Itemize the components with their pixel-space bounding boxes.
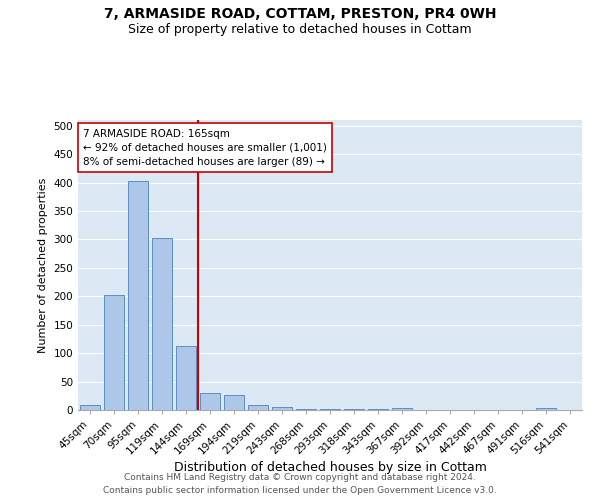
X-axis label: Distribution of detached houses by size in Cottam: Distribution of detached houses by size …: [173, 462, 487, 474]
Bar: [104, 294, 124, 410]
Bar: [80, 406, 100, 410]
Bar: [296, 409, 316, 410]
Bar: [152, 238, 172, 410]
Bar: [176, 346, 196, 410]
Bar: [224, 394, 244, 410]
Bar: [128, 181, 148, 410]
Y-axis label: Number of detached properties: Number of detached properties: [38, 178, 48, 352]
Bar: [392, 408, 412, 410]
Text: 7, ARMASIDE ROAD, COTTAM, PRESTON, PR4 0WH: 7, ARMASIDE ROAD, COTTAM, PRESTON, PR4 0…: [104, 8, 496, 22]
Bar: [248, 406, 268, 410]
Bar: [200, 393, 220, 410]
Bar: [536, 408, 556, 410]
Text: Size of property relative to detached houses in Cottam: Size of property relative to detached ho…: [128, 22, 472, 36]
Text: Contains HM Land Registry data © Crown copyright and database right 2024.
Contai: Contains HM Land Registry data © Crown c…: [103, 474, 497, 495]
Text: 7 ARMASIDE ROAD: 165sqm
← 92% of detached houses are smaller (1,001)
8% of semi-: 7 ARMASIDE ROAD: 165sqm ← 92% of detache…: [83, 128, 327, 166]
Bar: [272, 407, 292, 410]
